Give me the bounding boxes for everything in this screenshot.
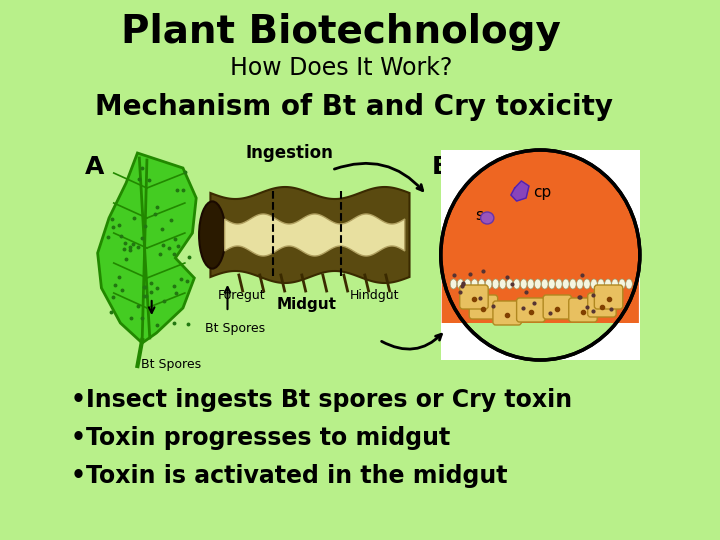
Ellipse shape: [556, 279, 562, 289]
Ellipse shape: [450, 279, 456, 289]
Text: Midgut: Midgut: [277, 297, 337, 312]
Polygon shape: [210, 187, 410, 283]
Bar: [443, 280, 638, 323]
FancyBboxPatch shape: [469, 295, 498, 319]
FancyBboxPatch shape: [588, 293, 616, 317]
FancyBboxPatch shape: [594, 285, 623, 309]
Text: B: B: [431, 155, 450, 179]
Ellipse shape: [492, 279, 499, 289]
Ellipse shape: [199, 201, 225, 268]
Text: cp: cp: [533, 186, 551, 200]
Polygon shape: [98, 153, 197, 343]
Text: How Does It Work?: How Does It Work?: [230, 56, 452, 80]
Ellipse shape: [618, 279, 626, 289]
Text: Hindgut: Hindgut: [350, 289, 399, 302]
Wedge shape: [442, 255, 639, 359]
Text: Bt Spores: Bt Spores: [140, 358, 201, 371]
FancyBboxPatch shape: [517, 298, 545, 322]
Ellipse shape: [626, 279, 632, 289]
Text: Bt Spores: Bt Spores: [205, 322, 265, 335]
Ellipse shape: [464, 279, 471, 289]
Ellipse shape: [612, 279, 618, 289]
Ellipse shape: [605, 279, 611, 289]
Text: Mechanism of Bt and Cry toxicity: Mechanism of Bt and Cry toxicity: [95, 93, 613, 121]
FancyBboxPatch shape: [543, 295, 572, 319]
Ellipse shape: [534, 279, 541, 289]
Polygon shape: [442, 151, 639, 323]
Ellipse shape: [577, 279, 583, 289]
Ellipse shape: [570, 279, 576, 289]
Ellipse shape: [506, 279, 513, 289]
Ellipse shape: [500, 279, 506, 289]
Text: Plant Biotechnology: Plant Biotechnology: [121, 13, 561, 51]
Ellipse shape: [485, 279, 492, 289]
FancyBboxPatch shape: [569, 298, 597, 322]
Ellipse shape: [513, 279, 520, 289]
Text: Foregut: Foregut: [218, 289, 266, 302]
Polygon shape: [225, 214, 405, 256]
Bar: [441, 150, 640, 360]
Text: Ingestion: Ingestion: [246, 144, 333, 162]
Ellipse shape: [598, 279, 604, 289]
Ellipse shape: [541, 279, 548, 289]
Ellipse shape: [584, 279, 590, 289]
Ellipse shape: [528, 279, 534, 289]
Ellipse shape: [562, 279, 569, 289]
Ellipse shape: [521, 279, 527, 289]
Text: s: s: [475, 207, 483, 222]
FancyBboxPatch shape: [460, 285, 488, 309]
Ellipse shape: [478, 279, 485, 289]
Ellipse shape: [549, 279, 555, 289]
Bar: [443, 250, 638, 280]
Ellipse shape: [480, 212, 494, 224]
Text: •Toxin is activated in the midgut: •Toxin is activated in the midgut: [71, 464, 508, 488]
Ellipse shape: [471, 279, 478, 289]
Text: •Insect ingests Bt spores or Cry toxin: •Insect ingests Bt spores or Cry toxin: [71, 388, 572, 412]
FancyBboxPatch shape: [493, 301, 521, 325]
Ellipse shape: [457, 279, 464, 289]
Polygon shape: [511, 181, 529, 201]
Text: •Toxin progresses to midgut: •Toxin progresses to midgut: [71, 426, 450, 450]
Ellipse shape: [590, 279, 598, 289]
Text: A: A: [85, 155, 104, 179]
